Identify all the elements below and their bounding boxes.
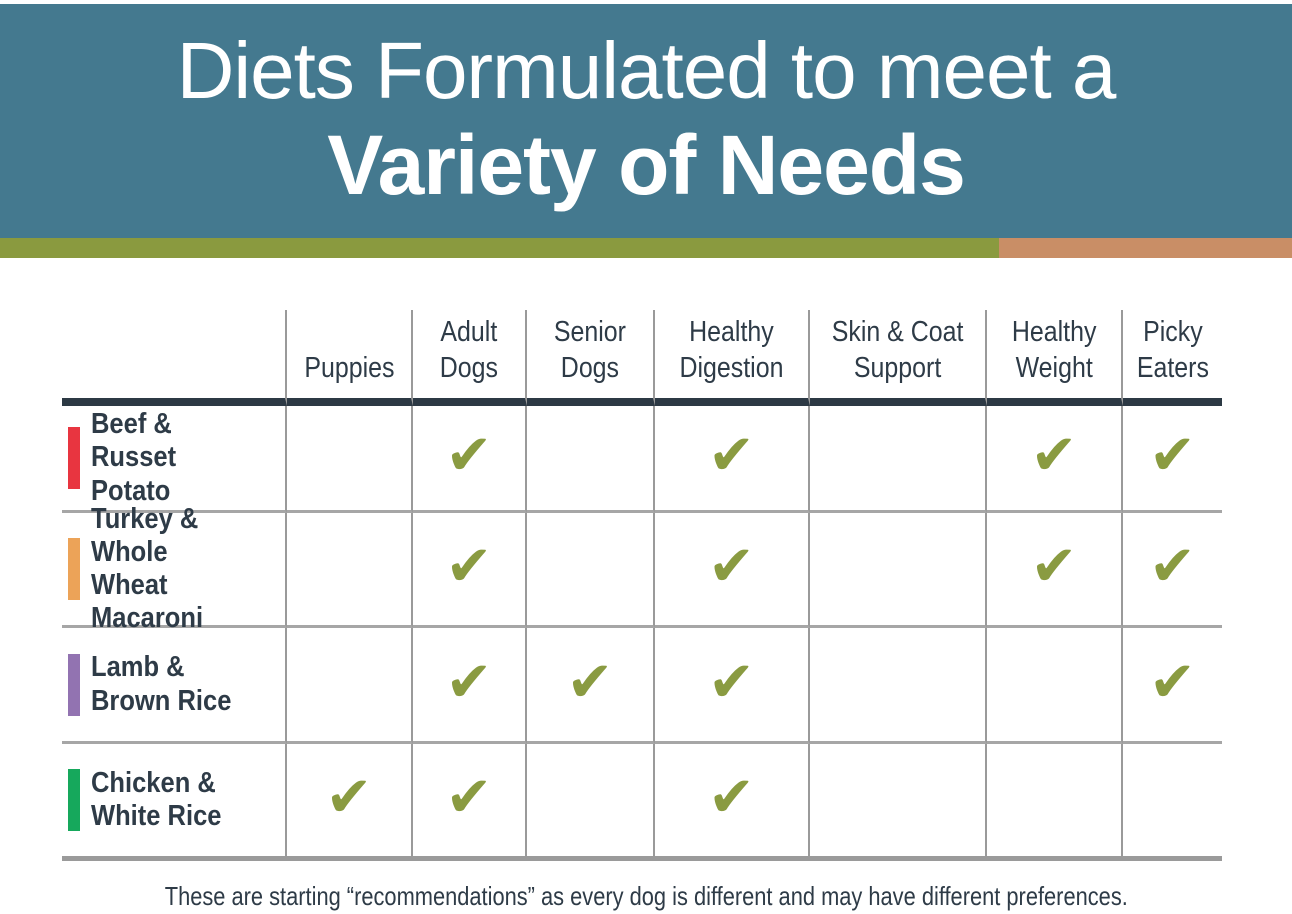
check-cell-checked: ✔ — [655, 406, 810, 513]
column-header-label: Healthy Weight — [1011, 316, 1097, 384]
diet-name: Chicken & White Rice — [91, 766, 222, 832]
check-cell-checked: ✔ — [527, 628, 655, 744]
check-cell-empty — [987, 628, 1123, 744]
check-cell-empty — [810, 628, 987, 744]
checkmark-icon: ✔ — [708, 765, 755, 830]
check-cell-checked: ✔ — [413, 406, 527, 513]
check-cell-checked: ✔ — [1123, 406, 1222, 513]
diet-needs-table: Puppies Adult Dogs Senior Dogs Healthy Dige… — [62, 310, 1222, 861]
accent-stripe — [0, 238, 1292, 258]
check-cell-empty — [287, 406, 413, 513]
check-cell-empty — [527, 744, 655, 861]
column-header: Puppies — [287, 310, 413, 406]
column-header: Healthy Weight — [987, 310, 1123, 406]
check-cell-empty — [810, 744, 987, 861]
check-cell-empty — [987, 744, 1123, 861]
checkmark-icon: ✔ — [445, 649, 493, 715]
header-banner: Diets Formulated to meet a Variety of Ne… — [0, 4, 1292, 238]
check-cell-checked: ✔ — [413, 628, 527, 744]
diet-row-label-cell: Beef & Russet Potato — [62, 406, 287, 513]
check-cell-checked: ✔ — [413, 744, 527, 861]
column-header: Senior Dogs — [527, 310, 655, 406]
column-header: Picky Eaters — [1123, 310, 1222, 406]
diet-accent-bar — [68, 427, 80, 489]
diet-accent-bar — [68, 769, 80, 831]
check-cell-checked: ✔ — [287, 744, 413, 861]
check-cell-checked: ✔ — [1123, 628, 1222, 744]
column-header: Adult Dogs — [413, 310, 527, 406]
footer-note: These are starting “recommendations” as … — [164, 881, 1128, 911]
diet-row-label-cell: Lamb & Brown Rice — [62, 628, 287, 744]
diet-accent-bar — [68, 538, 80, 600]
check-cell-checked: ✔ — [655, 744, 810, 861]
diet-name: Turkey & Whole Wheat Macaroni — [91, 502, 204, 635]
column-header-label: Adult Dogs — [439, 316, 499, 384]
column-header-label: Senior Dogs — [553, 316, 627, 384]
checkmark-icon: ✔ — [1030, 534, 1078, 599]
checkmark-icon: ✔ — [1030, 423, 1078, 488]
check-cell-checked: ✔ — [655, 513, 810, 628]
title-line-2: Variety of Needs — [327, 117, 966, 212]
accent-stripe-green — [0, 238, 999, 258]
check-cell-checked: ✔ — [1123, 513, 1222, 628]
check-cell-empty — [287, 513, 413, 628]
corner-cell — [62, 310, 287, 406]
column-header-label: Puppies — [303, 351, 395, 384]
diet-name: Beef & Russet Potato — [91, 408, 177, 507]
checkmark-icon: ✔ — [708, 534, 755, 599]
column-header: Healthy Digestion — [655, 310, 810, 406]
diet-needs-table-wrap: Puppies Adult Dogs Senior Dogs Healthy Dige… — [62, 310, 1222, 861]
check-cell-checked: ✔ — [655, 628, 810, 744]
checkmark-icon: ✔ — [445, 423, 493, 488]
diet-name: Lamb & Brown Rice — [91, 651, 232, 717]
checkmark-icon: ✔ — [325, 765, 373, 830]
diet-accent-bar — [68, 653, 80, 716]
check-cell-checked: ✔ — [987, 513, 1123, 628]
check-cell-empty — [1123, 744, 1222, 861]
checkmark-icon: ✔ — [708, 423, 755, 488]
check-cell-checked: ✔ — [413, 513, 527, 628]
checkmark-icon: ✔ — [1149, 649, 1196, 715]
diet-row-label-cell: Chicken & White Rice — [62, 744, 287, 861]
check-cell-checked: ✔ — [987, 406, 1123, 513]
accent-stripe-tan — [999, 238, 1292, 258]
checkmark-icon: ✔ — [708, 649, 755, 715]
check-cell-empty — [287, 628, 413, 744]
column-header: Skin & Coat Support — [810, 310, 987, 406]
checkmark-icon: ✔ — [566, 649, 614, 715]
column-header-label: Healthy Digestion — [679, 316, 784, 384]
diet-row-label-cell: Turkey & Whole Wheat Macaroni — [62, 503, 287, 634]
check-cell-empty — [527, 406, 655, 513]
column-header-label: Skin & Coat Support — [831, 316, 964, 384]
title-line-1: Diets Formulated to meet a — [176, 25, 1117, 115]
checkmark-icon: ✔ — [1149, 423, 1196, 488]
column-header-label: Picky Eaters — [1136, 316, 1209, 384]
footer: These are starting “recommendations” as … — [0, 881, 1292, 912]
checkmark-icon: ✔ — [445, 534, 493, 599]
checkmark-icon: ✔ — [1149, 534, 1196, 599]
check-cell-empty — [810, 513, 987, 628]
checkmark-icon: ✔ — [445, 765, 493, 830]
check-cell-empty — [810, 406, 987, 513]
check-cell-empty — [527, 513, 655, 628]
